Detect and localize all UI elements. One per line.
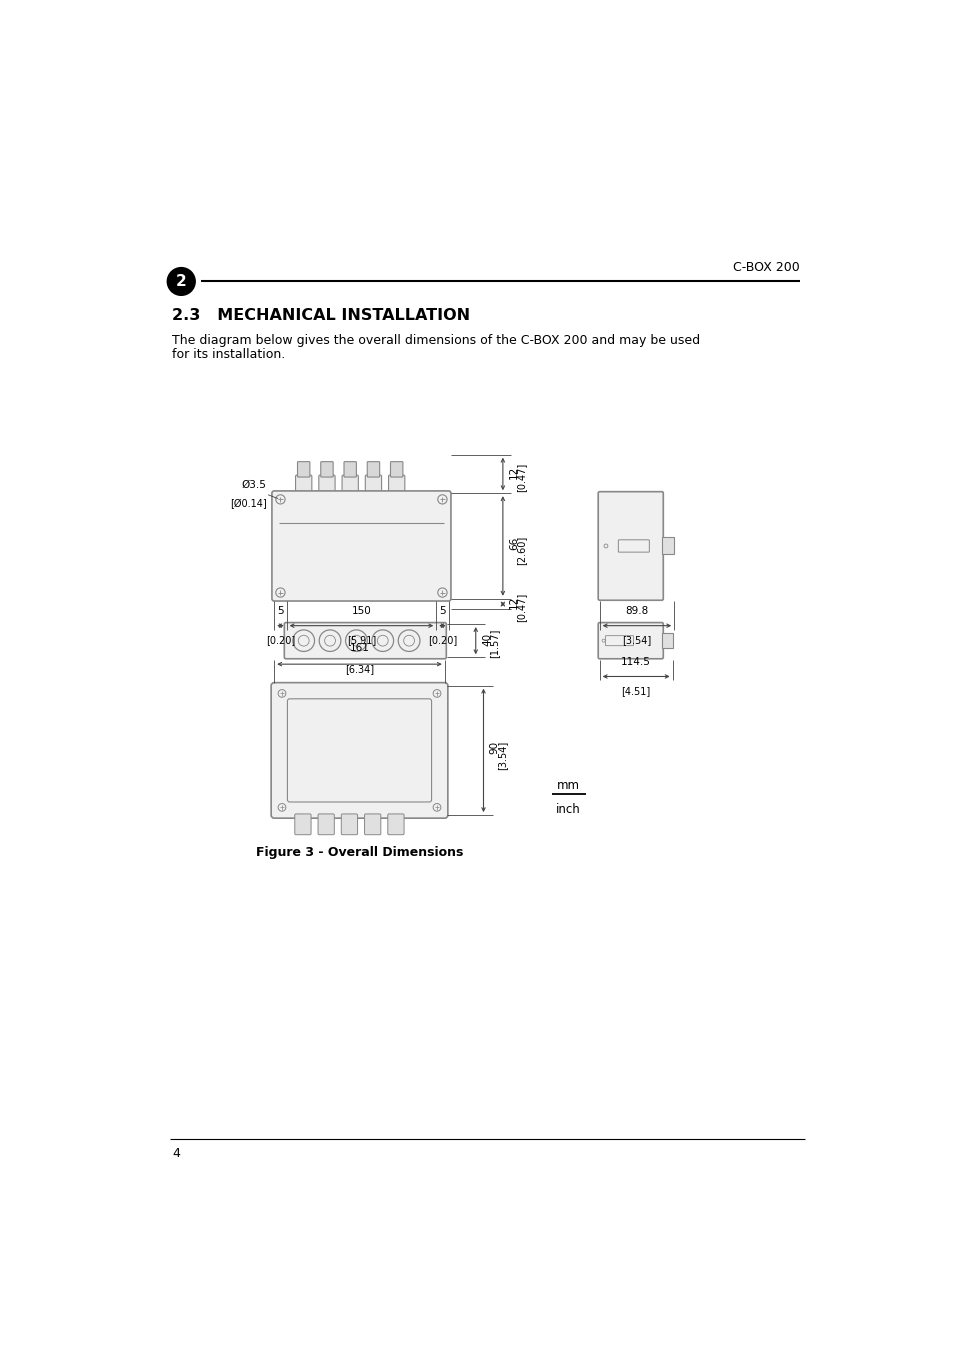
Text: inch: inch [556, 802, 580, 816]
Text: Ø3.5: Ø3.5 [241, 480, 266, 489]
FancyBboxPatch shape [367, 462, 379, 477]
FancyBboxPatch shape [284, 623, 446, 659]
Text: [6.34]: [6.34] [345, 665, 374, 674]
Bar [661, 538, 674, 554]
FancyBboxPatch shape [297, 462, 310, 477]
Text: [4.51]: [4.51] [621, 686, 650, 696]
Text: [0.47]: [0.47] [516, 593, 525, 621]
FancyBboxPatch shape [320, 462, 333, 477]
Text: [0.47]: [0.47] [516, 462, 525, 492]
Text: [0.20]: [0.20] [427, 635, 456, 644]
FancyBboxPatch shape [387, 813, 404, 835]
Text: 90: 90 [489, 740, 499, 754]
FancyBboxPatch shape [317, 813, 334, 835]
Text: 161: 161 [349, 643, 369, 654]
Text: 2.3   MECHANICAL INSTALLATION: 2.3 MECHANICAL INSTALLATION [172, 308, 470, 323]
Text: 12: 12 [509, 466, 518, 480]
Circle shape [167, 267, 195, 296]
FancyBboxPatch shape [344, 462, 356, 477]
Text: 66: 66 [509, 536, 518, 550]
Text: 40: 40 [481, 632, 492, 646]
Text: [3.54]: [3.54] [621, 635, 651, 644]
Text: [2.60]: [2.60] [516, 536, 525, 565]
Text: 5: 5 [438, 607, 445, 616]
FancyBboxPatch shape [598, 492, 662, 600]
Text: 4: 4 [172, 1147, 179, 1161]
FancyBboxPatch shape [342, 476, 358, 494]
Text: The diagram below gives the overall dimensions of the C-BOX 200 and may be used: The diagram below gives the overall dime… [172, 334, 700, 347]
Text: for its installation.: for its installation. [172, 347, 285, 361]
Text: 12: 12 [509, 596, 518, 609]
FancyBboxPatch shape [318, 476, 335, 494]
Text: [3.54]: [3.54] [497, 740, 507, 770]
FancyBboxPatch shape [294, 813, 311, 835]
Text: 114.5: 114.5 [620, 657, 651, 667]
Text: 150: 150 [352, 607, 371, 616]
Text: C-BOX 200: C-BOX 200 [732, 261, 799, 274]
Text: [5.91]: [5.91] [347, 635, 375, 644]
Text: 2: 2 [175, 274, 187, 289]
FancyBboxPatch shape [272, 490, 451, 601]
Bar [661, 634, 672, 648]
FancyBboxPatch shape [364, 813, 380, 835]
FancyBboxPatch shape [341, 813, 357, 835]
Text: [Ø0.14]: [Ø0.14] [230, 500, 266, 509]
Text: [0.20]: [0.20] [266, 635, 294, 644]
FancyBboxPatch shape [390, 462, 402, 477]
Text: [1.57]: [1.57] [489, 630, 499, 658]
Text: 5: 5 [277, 607, 283, 616]
Text: mm: mm [557, 780, 579, 792]
FancyBboxPatch shape [388, 476, 404, 494]
FancyBboxPatch shape [295, 476, 312, 494]
Text: 89.8: 89.8 [624, 607, 648, 616]
FancyBboxPatch shape [271, 682, 447, 819]
FancyBboxPatch shape [365, 476, 381, 494]
Text: Figure 3 - Overall Dimensions: Figure 3 - Overall Dimensions [255, 846, 463, 858]
FancyBboxPatch shape [598, 623, 662, 659]
